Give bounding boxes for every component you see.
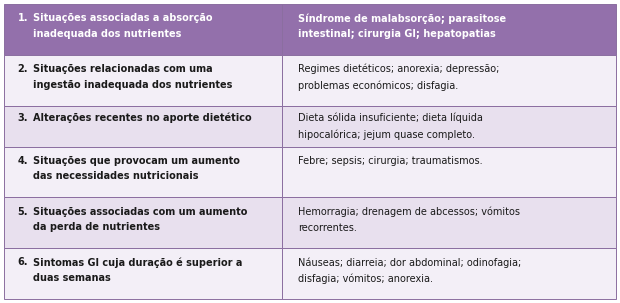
Bar (4, 147, 283, 198)
Text: Febre; sepsis; cirurgia; traumatismos.: Febre; sepsis; cirurgia; traumatismos. (298, 156, 482, 166)
Text: Regimes dietéticos; anorexia; depressão;
problemas económicos; disfagia.: Regimes dietéticos; anorexia; depressão;… (298, 64, 499, 91)
Text: Náuseas; diarreia; dor abdominal; odinofagia;
disfagia; vómitos; anorexia.: Náuseas; diarreia; dor abdominal; odinof… (298, 257, 521, 284)
Bar (4, 55, 283, 105)
Text: Dieta sólida insuficiente; dieta líquida
hipocalórica; jejum quase completo.: Dieta sólida insuficiente; dieta líquida… (298, 113, 483, 140)
Bar (4, 248, 283, 299)
Text: 3.: 3. (17, 113, 28, 123)
Bar (283, 248, 616, 299)
Text: Situações associadas a absorção
inadequada dos nutrientes: Situações associadas a absorção inadequa… (33, 13, 213, 39)
Bar (283, 55, 616, 105)
Text: 2.: 2. (17, 64, 28, 74)
Text: Situações relacionadas com uma
ingestão inadequada dos nutrientes: Situações relacionadas com uma ingestão … (33, 64, 233, 90)
Bar (283, 4, 616, 55)
Text: 6.: 6. (17, 257, 28, 267)
Bar (4, 198, 283, 248)
Text: Síndrome de malabsorção; parasitose
intestinal; cirurgia GI; hepatopatias: Síndrome de malabsorção; parasitose inte… (298, 13, 506, 39)
Text: Sintomas GI cuja duração é superior a
duas semanas: Sintomas GI cuja duração é superior a du… (33, 257, 243, 283)
Text: Situações associadas com um aumento
da perda de nutrientes: Situações associadas com um aumento da p… (33, 207, 248, 232)
Bar (283, 198, 616, 248)
Text: 5.: 5. (17, 207, 28, 217)
Text: Situações que provocam um aumento
das necessidades nutricionais: Situações que provocam um aumento das ne… (33, 156, 241, 181)
Text: Hemorragia; drenagem de abcessos; vómitos
recorrentes.: Hemorragia; drenagem de abcessos; vómito… (298, 207, 520, 233)
Text: 4.: 4. (17, 156, 28, 166)
Text: 1.: 1. (17, 13, 28, 23)
Bar (4, 105, 283, 147)
Bar (4, 4, 283, 55)
Bar (283, 105, 616, 147)
Bar (283, 147, 616, 198)
Text: Alterações recentes no aporte dietético: Alterações recentes no aporte dietético (33, 113, 252, 124)
